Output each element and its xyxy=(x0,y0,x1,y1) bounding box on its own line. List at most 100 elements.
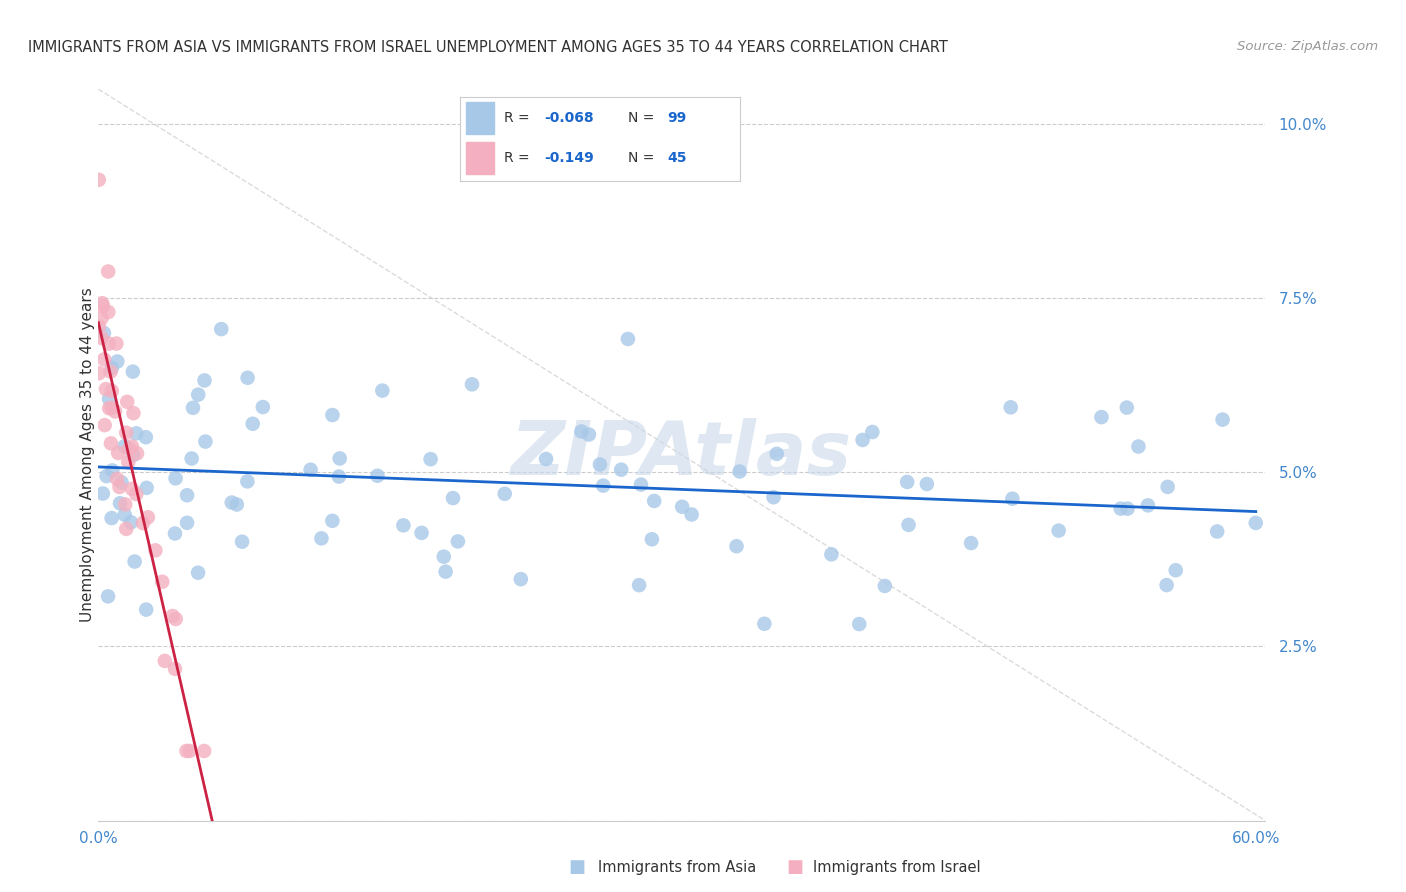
Y-axis label: Unemployment Among Ages 35 to 44 years: Unemployment Among Ages 35 to 44 years xyxy=(80,287,94,623)
Point xyxy=(100,436,122,450)
Point xyxy=(1115,401,1137,415)
Point xyxy=(461,377,484,392)
Point xyxy=(87,319,110,334)
Point xyxy=(91,296,114,310)
Point xyxy=(447,534,470,549)
Point xyxy=(114,439,136,453)
Point xyxy=(162,609,184,624)
Point xyxy=(852,433,875,447)
Point xyxy=(107,446,129,460)
Point xyxy=(328,469,350,483)
Point xyxy=(873,579,896,593)
Point xyxy=(122,406,145,420)
Text: ZIPAtlas: ZIPAtlas xyxy=(512,418,852,491)
Point xyxy=(578,427,600,442)
Point xyxy=(231,534,253,549)
Point xyxy=(371,384,394,398)
Point xyxy=(121,439,143,453)
Point xyxy=(366,468,388,483)
Point xyxy=(121,482,143,496)
Point xyxy=(193,744,215,758)
Point xyxy=(494,487,516,501)
Point xyxy=(124,555,146,569)
Point xyxy=(176,744,198,758)
Point xyxy=(1206,524,1229,539)
Point xyxy=(1156,480,1178,494)
Point xyxy=(329,451,352,466)
Point xyxy=(1244,516,1267,530)
Text: ■: ■ xyxy=(786,858,803,876)
Point xyxy=(1128,440,1150,454)
Point xyxy=(242,417,264,431)
Point xyxy=(98,401,121,416)
Point xyxy=(236,475,259,489)
Point xyxy=(125,426,148,441)
Point xyxy=(534,452,557,467)
Point xyxy=(176,488,198,502)
Point xyxy=(630,477,652,491)
Point xyxy=(101,384,124,398)
Point xyxy=(765,447,787,461)
Point xyxy=(150,574,173,589)
Point xyxy=(179,744,201,758)
Point xyxy=(180,451,202,466)
Point xyxy=(896,475,918,489)
Point xyxy=(1090,410,1112,425)
Point xyxy=(122,448,145,462)
Point xyxy=(101,401,124,415)
Point xyxy=(135,430,157,444)
Point xyxy=(176,516,198,530)
Point xyxy=(163,526,186,541)
Point xyxy=(120,516,142,530)
Point xyxy=(97,590,120,604)
Point xyxy=(97,305,120,319)
Point xyxy=(617,332,640,346)
Point xyxy=(93,418,115,433)
Point xyxy=(187,566,209,580)
Point xyxy=(411,525,433,540)
Point xyxy=(225,498,247,512)
Point xyxy=(1156,578,1178,592)
Point xyxy=(321,514,343,528)
Point xyxy=(91,299,114,313)
Point xyxy=(90,310,112,325)
Point xyxy=(90,331,112,345)
Point xyxy=(671,500,693,514)
Point xyxy=(209,322,232,336)
Point xyxy=(820,547,842,561)
Point xyxy=(121,365,143,379)
Point xyxy=(100,511,122,525)
Point xyxy=(105,336,128,351)
Point xyxy=(311,532,333,546)
Point xyxy=(1047,524,1070,538)
Point xyxy=(1001,491,1024,506)
Point xyxy=(643,494,665,508)
Point xyxy=(1000,401,1022,415)
Point xyxy=(681,508,703,522)
Point xyxy=(1116,501,1139,516)
Point xyxy=(89,366,111,380)
Point xyxy=(101,360,124,375)
Point xyxy=(187,387,209,401)
Point xyxy=(163,662,186,676)
Point xyxy=(93,352,115,367)
Point xyxy=(114,497,136,511)
Point xyxy=(299,463,322,477)
Text: Immigrants from Asia: Immigrants from Asia xyxy=(598,860,756,874)
Point xyxy=(610,463,633,477)
Point xyxy=(105,354,128,368)
Point xyxy=(193,374,215,388)
Point xyxy=(94,382,117,396)
Point xyxy=(221,495,243,509)
Point xyxy=(960,536,983,550)
Point xyxy=(100,365,122,379)
Point xyxy=(145,543,167,558)
Point xyxy=(125,446,148,460)
Point xyxy=(98,392,121,406)
Point xyxy=(115,394,138,409)
Point xyxy=(165,471,187,485)
Point xyxy=(419,452,441,467)
Point xyxy=(91,486,114,500)
Text: Source: ZipAtlas.com: Source: ZipAtlas.com xyxy=(1237,40,1378,54)
Point xyxy=(114,508,136,522)
